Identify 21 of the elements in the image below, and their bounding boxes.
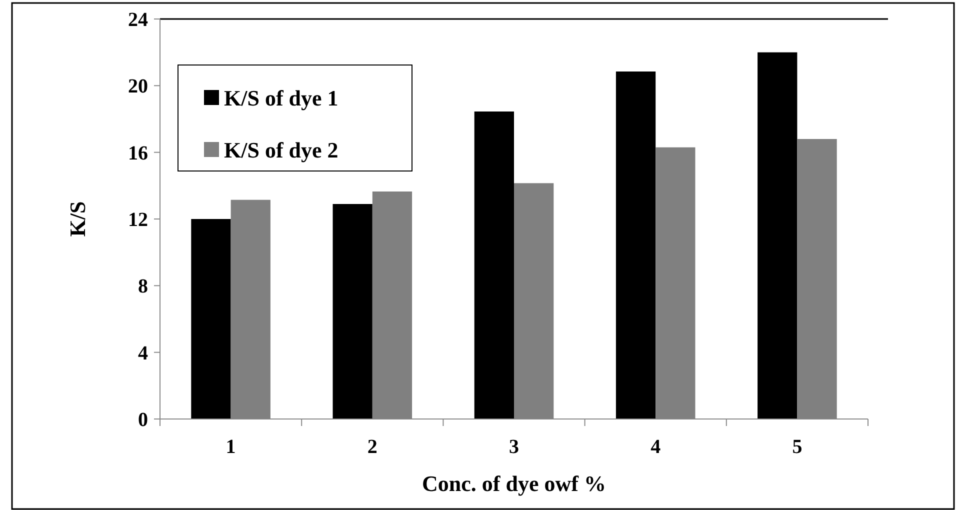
bar: [616, 72, 656, 419]
y-tick-label: 16: [128, 142, 148, 164]
x-tick-label: 2: [367, 436, 378, 458]
legend-label: K/S of dye 2: [224, 138, 338, 163]
y-tick-label: 8: [138, 276, 148, 298]
y-tick-label: 24: [128, 9, 148, 31]
y-tick-label: 0: [138, 409, 148, 431]
y-tick-label: 12: [128, 209, 148, 231]
bar: [758, 52, 798, 419]
y-tick-label: 4: [138, 342, 148, 364]
x-tick-label: 1: [226, 436, 236, 458]
y-axis-title: K/S: [65, 201, 90, 237]
bar: [332, 204, 372, 419]
x-axis-title: Conc. of dye owf %: [422, 471, 606, 496]
x-tick-label: 4: [650, 436, 661, 458]
x-tick-label: 3: [509, 436, 519, 458]
y-tick-label: 20: [128, 76, 148, 98]
bar: [191, 219, 231, 419]
bar: [474, 112, 514, 419]
legend-label: K/S of dye 1: [224, 86, 338, 111]
x-tick-label: 5: [792, 436, 802, 458]
